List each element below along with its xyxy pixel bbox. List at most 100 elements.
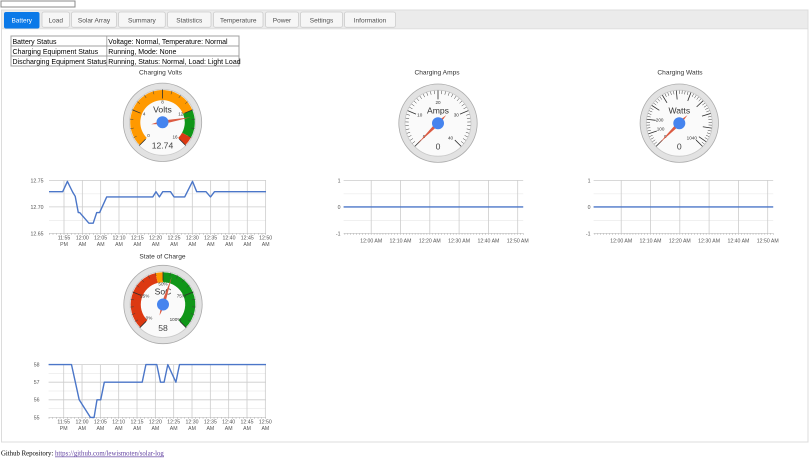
- svg-text:Settings: Settings: [310, 17, 334, 24]
- svg-text:0: 0: [588, 205, 591, 211]
- svg-text:75%: 75%: [177, 294, 186, 299]
- svg-text:AM: AM: [96, 426, 104, 432]
- svg-text:Temperature: Temperature: [220, 17, 257, 24]
- svg-text:100%: 100%: [170, 317, 182, 322]
- svg-text:Voltage: Normal, Temperature:: Voltage: Normal, Temperature: Normal: [108, 39, 228, 46]
- svg-text:0: 0: [436, 142, 441, 152]
- svg-text:0%: 0%: [146, 315, 153, 320]
- svg-text:11:55: 11:55: [58, 236, 71, 242]
- svg-text:AM: AM: [206, 426, 214, 432]
- svg-text:AM: AM: [262, 242, 270, 248]
- svg-text:10: 10: [417, 112, 423, 117]
- svg-text:AM: AM: [243, 242, 251, 248]
- svg-text:AM: AM: [133, 426, 141, 432]
- svg-text:12:10 AM: 12:10 AM: [390, 238, 412, 244]
- svg-text:55: 55: [34, 415, 40, 421]
- svg-text:AM: AM: [225, 426, 233, 432]
- svg-text:12:00: 12:00: [76, 420, 89, 426]
- svg-text:12.74: 12.74: [152, 141, 174, 151]
- svg-text:30: 30: [454, 112, 460, 117]
- svg-text:Charging Equipment Status: Charging Equipment Status: [13, 49, 99, 56]
- svg-text:12:10: 12:10: [112, 420, 125, 426]
- svg-text:12:45: 12:45: [241, 236, 254, 242]
- svg-text:58: 58: [158, 323, 168, 333]
- svg-text:AM: AM: [170, 242, 178, 248]
- svg-text:-1: -1: [336, 231, 341, 237]
- svg-text:AM: AM: [188, 426, 196, 432]
- svg-text:12:35: 12:35: [204, 236, 217, 242]
- svg-text:Volts: Volts: [153, 105, 172, 115]
- svg-text:Charging Amps: Charging Amps: [414, 69, 460, 76]
- svg-text:AM: AM: [115, 242, 123, 248]
- svg-text:AM: AM: [115, 426, 123, 432]
- svg-text:12:15: 12:15: [131, 420, 144, 426]
- svg-text:12:00 AM: 12:00 AM: [610, 238, 632, 244]
- svg-text:AM: AM: [207, 242, 215, 248]
- svg-text:12:15: 12:15: [131, 236, 144, 242]
- svg-text:Statistics: Statistics: [176, 17, 203, 24]
- svg-text:Battery: Battery: [11, 17, 32, 24]
- svg-text:Watts: Watts: [668, 105, 690, 115]
- svg-text:Solar Array: Solar Array: [78, 17, 111, 24]
- svg-text:Running, Status: Normal, Load:: Running, Status: Normal, Load: Light Loa…: [108, 59, 240, 66]
- svg-text:1040: 1040: [687, 136, 698, 141]
- svg-text:12:05: 12:05: [94, 236, 107, 242]
- svg-text:200: 200: [656, 118, 664, 123]
- svg-text:AM: AM: [188, 242, 196, 248]
- svg-text:Charging Volts: Charging Volts: [139, 69, 183, 76]
- svg-text:Amps: Amps: [427, 105, 449, 115]
- svg-text:11:55: 11:55: [57, 420, 70, 426]
- svg-text:12:40: 12:40: [222, 236, 235, 242]
- svg-text:AM: AM: [133, 242, 141, 248]
- svg-text:12:40 AM: 12:40 AM: [477, 238, 499, 244]
- svg-text:AM: AM: [78, 426, 86, 432]
- svg-text:Battery Status: Battery Status: [13, 39, 57, 46]
- svg-text:AM: AM: [243, 426, 251, 432]
- svg-text:AM: AM: [152, 242, 160, 248]
- svg-text:12:00 AM: 12:00 AM: [360, 238, 382, 244]
- svg-text:12:50 AM: 12:50 AM: [507, 238, 529, 244]
- svg-text:12:40 AM: 12:40 AM: [727, 238, 749, 244]
- svg-text:12:20: 12:20: [149, 420, 162, 426]
- svg-text:12:30: 12:30: [186, 236, 199, 242]
- svg-text:12:50: 12:50: [259, 420, 272, 426]
- svg-text:Information: Information: [354, 17, 387, 24]
- svg-text:12:25: 12:25: [167, 420, 180, 426]
- svg-text:AM: AM: [78, 242, 86, 248]
- svg-text:Running, Mode: None: Running, Mode: None: [108, 49, 176, 56]
- svg-text:12:30 AM: 12:30 AM: [698, 238, 720, 244]
- svg-text:12.75: 12.75: [31, 178, 44, 184]
- svg-text:Summary: Summary: [128, 17, 157, 24]
- svg-text:56: 56: [34, 398, 40, 404]
- svg-text:12:40: 12:40: [222, 420, 235, 426]
- svg-text:Discharging Equipment Status: Discharging Equipment Status: [13, 59, 108, 66]
- svg-text:12:20: 12:20: [149, 236, 162, 242]
- svg-text:40: 40: [448, 136, 454, 141]
- svg-text:1: 1: [588, 178, 591, 184]
- svg-text:16: 16: [172, 135, 178, 140]
- svg-text:12: 12: [178, 112, 184, 117]
- svg-text:12:25: 12:25: [167, 236, 180, 242]
- svg-text:12:05: 12:05: [94, 420, 107, 426]
- svg-text:58: 58: [34, 363, 40, 369]
- svg-text:12.65: 12.65: [31, 231, 44, 237]
- svg-text:100: 100: [657, 126, 665, 131]
- svg-text:AM: AM: [97, 242, 105, 248]
- svg-text:12:30: 12:30: [186, 420, 199, 426]
- svg-text:AM: AM: [225, 242, 233, 248]
- svg-text:12:20 AM: 12:20 AM: [669, 238, 691, 244]
- svg-text:12:50: 12:50: [259, 236, 272, 242]
- svg-text:AM: AM: [261, 426, 269, 432]
- svg-text:12:50 AM: 12:50 AM: [757, 238, 779, 244]
- svg-text:12:45: 12:45: [241, 420, 254, 426]
- svg-text:Charging Watts: Charging Watts: [657, 69, 703, 76]
- svg-text:AM: AM: [151, 426, 159, 432]
- svg-text:Power: Power: [273, 17, 292, 24]
- svg-text:1: 1: [338, 178, 341, 184]
- svg-text:0: 0: [677, 142, 682, 152]
- svg-text:12.70: 12.70: [31, 205, 44, 211]
- svg-text:57: 57: [34, 380, 40, 386]
- svg-text:12:30 AM: 12:30 AM: [448, 238, 470, 244]
- svg-text:0: 0: [338, 205, 341, 211]
- svg-text:12:10 AM: 12:10 AM: [640, 238, 662, 244]
